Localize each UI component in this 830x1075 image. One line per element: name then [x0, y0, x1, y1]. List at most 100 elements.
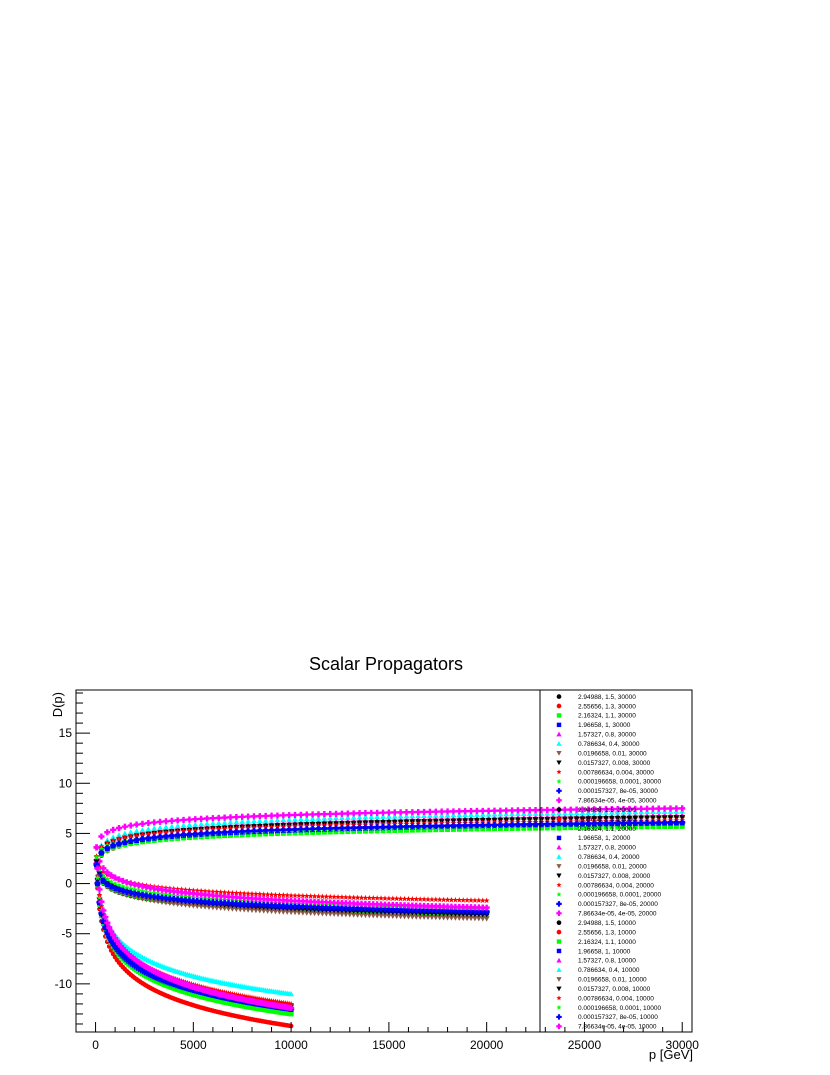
- data-point: [327, 810, 334, 817]
- data-point: [315, 893, 322, 899]
- data-point: [198, 815, 205, 822]
- data-point: [222, 833, 228, 839]
- data-point: [509, 821, 516, 828]
- data-point: [248, 901, 256, 908]
- data-point: [225, 906, 232, 912]
- data-point: [151, 825, 158, 831]
- data-point: [263, 831, 269, 837]
- data-point: [649, 819, 656, 826]
- data-point: [479, 908, 486, 915]
- data-point: [239, 825, 246, 831]
- data-point: [413, 907, 420, 914]
- data-point: [213, 888, 220, 895]
- data-point: [166, 895, 173, 902]
- data-point: [96, 863, 103, 870]
- data-point: [497, 807, 504, 814]
- data-point: [464, 897, 471, 903]
- data-point: [344, 814, 351, 820]
- data-point: [385, 813, 392, 819]
- data-point: [405, 910, 412, 916]
- data-point: [421, 812, 427, 818]
- data-point: [192, 831, 199, 838]
- data-point: [96, 858, 103, 865]
- data-point: [573, 820, 580, 827]
- data-point: [338, 810, 346, 817]
- data-point: [342, 894, 349, 900]
- data-point: [366, 894, 373, 901]
- legend-marker: [556, 1004, 562, 1010]
- legend-label: 0.0196658, 0.01, 20000: [578, 863, 647, 870]
- data-point: [417, 907, 424, 914]
- data-point: [120, 883, 126, 889]
- data-point: [485, 811, 492, 817]
- data-point: [209, 899, 216, 906]
- data-point: [405, 914, 412, 920]
- data-point: [307, 898, 314, 905]
- data-point: [452, 903, 459, 910]
- data-point: [209, 888, 216, 895]
- data-point: [174, 886, 181, 892]
- data-point: [94, 880, 101, 887]
- data-point: [389, 895, 396, 902]
- data-point: [168, 823, 175, 829]
- data-point: [286, 816, 293, 822]
- legend-border: [539, 689, 693, 1033]
- data-point: [573, 824, 580, 830]
- data-point: [157, 833, 164, 840]
- data-point: [468, 911, 474, 918]
- data-point: [526, 824, 533, 831]
- data-point: [221, 893, 228, 900]
- data-point: [112, 885, 119, 892]
- data-point: [468, 811, 474, 817]
- data-point: [503, 821, 510, 828]
- data-point: [262, 817, 269, 823]
- data-point: [366, 905, 373, 912]
- data-point: [194, 887, 201, 894]
- data-point: [597, 820, 604, 827]
- data-point: [378, 913, 384, 919]
- data-point: [272, 902, 279, 909]
- data-point: [303, 898, 310, 905]
- data-point: [428, 903, 435, 910]
- data-point: [452, 911, 459, 917]
- chart-title: Scalar Propagators: [309, 654, 463, 674]
- data-point: [379, 809, 387, 816]
- data-point: [209, 896, 216, 902]
- data-point: [162, 833, 170, 840]
- data-point: [298, 830, 304, 836]
- data-point: [334, 904, 342, 911]
- legend-marker: [556, 760, 562, 766]
- data-point: [491, 825, 498, 831]
- data-point: [667, 823, 674, 829]
- data-point: [333, 815, 339, 821]
- data-point: [491, 807, 498, 814]
- data-point: [192, 816, 199, 823]
- data-point: [475, 904, 482, 911]
- data-point: [460, 908, 467, 915]
- data-point: [296, 892, 302, 899]
- data-point: [467, 904, 475, 911]
- data-point: [319, 904, 326, 911]
- data-point: [385, 906, 392, 913]
- data-point: [221, 896, 228, 903]
- data-point: [321, 811, 328, 818]
- data-point: [503, 807, 510, 814]
- legend-label: 2.16324, 1.1, 30000: [578, 713, 636, 720]
- data-point: [292, 910, 298, 916]
- data-point: [249, 890, 255, 897]
- legend-marker: [556, 901, 562, 907]
- data-point: [162, 895, 170, 902]
- data-point: [456, 903, 463, 910]
- data-point: [626, 819, 633, 827]
- data-point: [110, 837, 117, 843]
- x-tick-label: 10000: [274, 1038, 308, 1052]
- legend-label: 0.00786634, 0.004, 20000: [578, 882, 654, 889]
- data-point: [127, 889, 134, 896]
- legend-label: 2.94988, 1.5, 20000: [578, 807, 636, 814]
- data-point: [321, 815, 328, 821]
- data-point: [268, 891, 275, 898]
- y-tick-label: 0: [65, 877, 72, 891]
- legend-label: 0.000196658, 0.0001, 10000: [578, 1005, 662, 1012]
- data-point: [202, 904, 208, 910]
- data-point: [444, 896, 451, 903]
